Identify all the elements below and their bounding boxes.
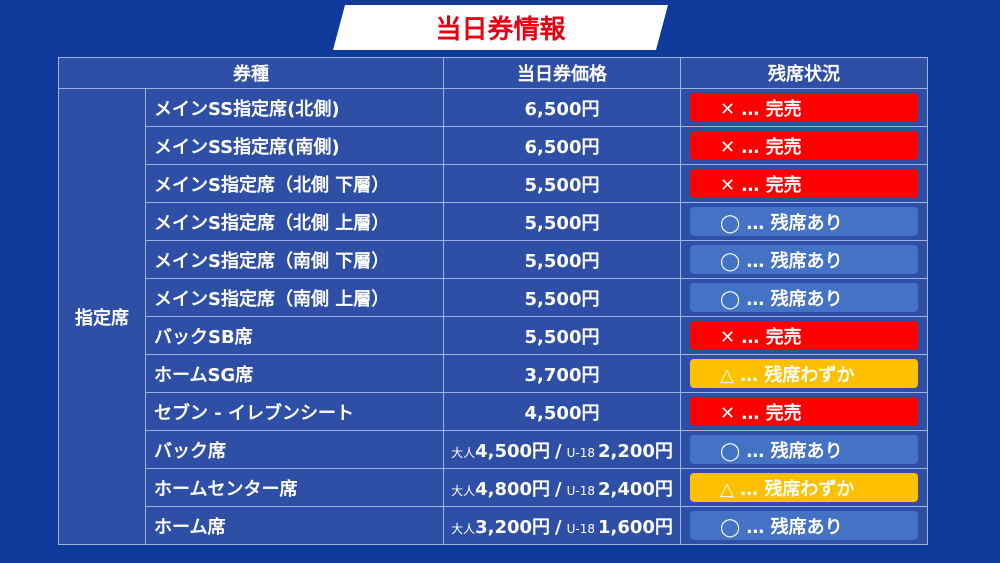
seat-name: メインS指定席（北側 下層） — [145, 164, 444, 203]
seat-name: バックSB席 — [145, 316, 444, 355]
price-adult: 3,200円 — [475, 516, 551, 538]
price-u18: 2,200円 — [597, 440, 673, 462]
price-label: U-18 — [566, 521, 595, 536]
table-row: メインSS指定席(南側) 6,500円 ✕ … 完売 — [59, 126, 928, 165]
seat-name: ホームSG席 — [145, 354, 444, 393]
price: 3,700円 — [443, 354, 681, 393]
title: 当日券情報 — [435, 15, 566, 45]
status-cell: ◯ … 残席あり — [680, 202, 928, 241]
price-label: U-18 — [566, 483, 595, 498]
table-row: メインS指定席（北側 下層） 5,500円 ✕ … 完売 — [59, 164, 928, 203]
status-cell: ◯ … 残席あり — [680, 240, 928, 279]
price-separator: / — [555, 516, 562, 538]
table-row: メインS指定席（南側 下層） 5,500円 ◯ … 残席あり — [59, 240, 928, 279]
price-label: 大人 — [451, 483, 476, 498]
seat-name: メインS指定席（北側 上層） — [145, 202, 444, 241]
status-cell: △ … 残席わずか — [680, 468, 928, 507]
table-row: 指定席 メインSS指定席(北側) 6,500円 ✕ … 完売 — [58, 88, 928, 545]
table-row: バックSB席 5,500円 ✕ … 完売 — [59, 316, 928, 355]
price: 5,500円 — [443, 164, 681, 203]
seat-name: メインSS指定席(北側) — [145, 88, 444, 127]
status-cell: △ … 残席わずか — [680, 354, 928, 393]
table-row: ホーム席 大人3,200円 / U-18 1,600円 ◯ … 残席あり — [59, 506, 928, 545]
price: 5,500円 — [443, 240, 681, 279]
status-badge: ✕ … 完売 — [690, 169, 918, 198]
seat-name: メインS指定席（南側 上層） — [145, 278, 444, 317]
ticket-table: 券種 当日券価格 残席状況 指定席 メインSS指定席(北側) 6,500円 ✕ … 完… — [58, 57, 928, 545]
status-badge: ✕ … 完売 — [690, 93, 918, 122]
price: 5,500円 — [443, 202, 681, 241]
status-badge: ✕ … 完売 — [690, 321, 918, 350]
status-cell: ✕ … 完売 — [680, 316, 928, 355]
status-cell: ◯ … 残席あり — [680, 278, 928, 317]
status-badge: ◯ … 残席あり — [690, 435, 918, 464]
table-row: メインS指定席（南側 上層） 5,500円 ◯ … 残席あり — [59, 278, 928, 317]
status-cell: ✕ … 完売 — [680, 126, 928, 165]
header-row: 券種 当日券価格 残席状況 — [58, 57, 928, 89]
table-row: ホームセンター席 大人4,800円 / U-18 2,400円 △ … 残席わずか — [59, 468, 928, 507]
seat-name: ホームセンター席 — [145, 468, 444, 507]
status-badge: △ … 残席わずか — [690, 473, 918, 502]
price-adult: 4,500円 — [475, 440, 551, 462]
status-cell: ✕ … 完売 — [680, 164, 928, 203]
status-cell: ◯ … 残席あり — [680, 506, 928, 545]
status-badge: ✕ … 完売 — [690, 397, 918, 426]
status-badge: ✕ … 完売 — [690, 131, 918, 160]
status-cell: ✕ … 完売 — [680, 88, 928, 127]
price: 大人4,800円 / U-18 2,400円 — [443, 468, 681, 507]
status-badge: ◯ … 残席あり — [690, 245, 918, 274]
price-adult: 4,800円 — [475, 478, 551, 500]
price: 5,500円 — [443, 316, 681, 355]
seat-name: ホーム席 — [145, 506, 444, 545]
price: 5,500円 — [443, 278, 681, 317]
seat-name: セブン - イレブンシート — [145, 392, 444, 431]
seat-name: メインSS指定席(南側) — [145, 126, 444, 165]
price: 大人3,200円 / U-18 1,600円 — [443, 506, 681, 545]
group-cell: 指定席 — [58, 88, 146, 545]
status-cell: ✕ … 完売 — [680, 392, 928, 431]
price-label: 大人 — [451, 445, 476, 460]
price: 6,500円 — [443, 126, 681, 165]
table-row: ホームSG席 3,700円 △ … 残席わずか — [59, 354, 928, 393]
header-cell: 当日券価格 — [443, 57, 681, 89]
price-separator: / — [555, 440, 562, 462]
header-cell: 残席状況 — [680, 57, 928, 89]
price-u18: 1,600円 — [597, 516, 673, 538]
title-banner — [333, 5, 668, 50]
seat-name: バック席 — [145, 430, 444, 469]
table-row: セブン - イレブンシート 4,500円 ✕ … 完売 — [59, 392, 928, 431]
header-cell: 券種 — [58, 57, 444, 89]
price-label: U-18 — [566, 445, 595, 460]
status-badge: ◯ … 残席あり — [690, 283, 918, 312]
table-row: メインS指定席（北側 上層） 5,500円 ◯ … 残席あり — [59, 202, 928, 241]
price-u18: 2,400円 — [597, 478, 673, 500]
price-label: 大人 — [451, 521, 476, 536]
status-badge: △ … 残席わずか — [690, 359, 918, 388]
status-badge: ◯ … 残席あり — [690, 207, 918, 236]
table-row: バック席 大人4,500円 / U-18 2,200円 ◯ … 残席あり — [59, 430, 928, 469]
price-separator: / — [555, 478, 562, 500]
status-badge: ◯ … 残席あり — [690, 511, 918, 540]
price: 4,500円 — [443, 392, 681, 431]
price: 6,500円 — [443, 88, 681, 127]
price: 大人4,500円 / U-18 2,200円 — [443, 430, 681, 469]
status-cell: ◯ … 残席あり — [680, 430, 928, 469]
seat-name: メインS指定席（南側 下層） — [145, 240, 444, 279]
